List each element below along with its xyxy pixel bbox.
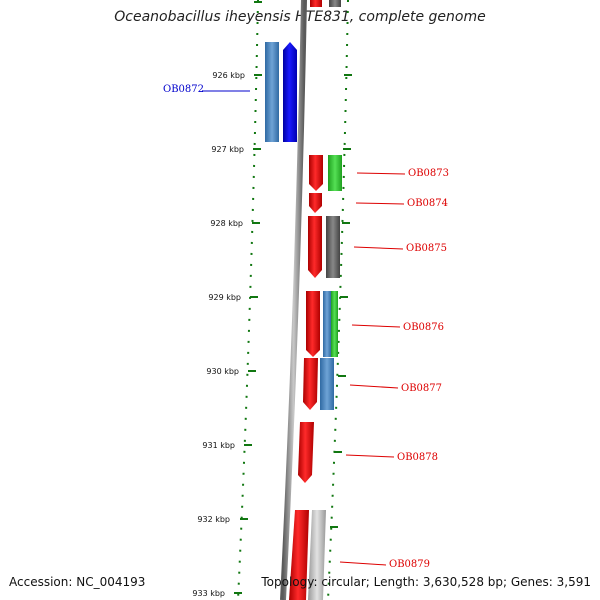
gene-arrow-ob0877 (303, 358, 318, 410)
gene-label-ob0874[interactable]: OB0874 (407, 198, 448, 209)
gene-label-ob0876[interactable]: OB0876 (403, 322, 444, 333)
tick-label-932: 932 kbp (197, 515, 230, 524)
tick-label-926: 926 kbp (212, 71, 245, 80)
tick-label-929: 929 kbp (208, 293, 241, 302)
genome-backbone (280, 0, 307, 600)
accession-label: Accession: NC_004193 (9, 575, 146, 589)
gene-label-ob0879[interactable]: OB0879 (389, 559, 430, 570)
gene-cog-ob0876-blue (323, 291, 331, 357)
gene-arrow-ob0879 (289, 510, 309, 600)
tick-label-930: 930 kbp (206, 367, 239, 376)
gene-arrow-ob0878 (298, 422, 314, 483)
gene-arrow-ob0872 (283, 42, 297, 142)
topology-label: Topology: circular; Length: 3,630,528 bp… (261, 575, 591, 589)
gene-label-ob0873[interactable]: OB0873 (408, 168, 449, 179)
gene-cog-ob0876-green (331, 291, 338, 357)
tick-label-928: 928 kbp (210, 219, 243, 228)
gene-cog-ob0872 (265, 42, 279, 142)
gene-arrow-top-red (310, 0, 322, 7)
label-connectors (202, 90, 406, 566)
gene-label-ob0872[interactable]: OB0872 (163, 84, 204, 95)
gene-arrow-ob0873 (309, 155, 323, 191)
ruler-outer-dots (237, 0, 259, 600)
gene-cog-ob0873 (328, 155, 342, 191)
gene-cog-ob0879 (308, 510, 326, 600)
gene-cog-top-gray (329, 0, 341, 7)
gene-label-ob0875[interactable]: OB0875 (406, 243, 447, 254)
gene-cog-ob0877 (320, 358, 334, 410)
gene-label-ob0878[interactable]: OB0878 (397, 452, 438, 463)
tick-label-933: 933 kbp (192, 589, 225, 598)
gene-arrow-ob0876 (306, 291, 320, 357)
gene-arrow-ob0874 (309, 193, 322, 213)
gene-arrow-ob0875 (308, 216, 322, 278)
tick-label-927: 927 kbp (211, 145, 244, 154)
gene-cog-ob0875 (326, 216, 340, 278)
tick-marks (234, 1, 352, 594)
map-title: Oceanobacillus iheyensis HTE831, complet… (114, 9, 486, 25)
tick-label-931: 931 kbp (202, 441, 235, 450)
gene-label-ob0877[interactable]: OB0877 (401, 383, 442, 394)
